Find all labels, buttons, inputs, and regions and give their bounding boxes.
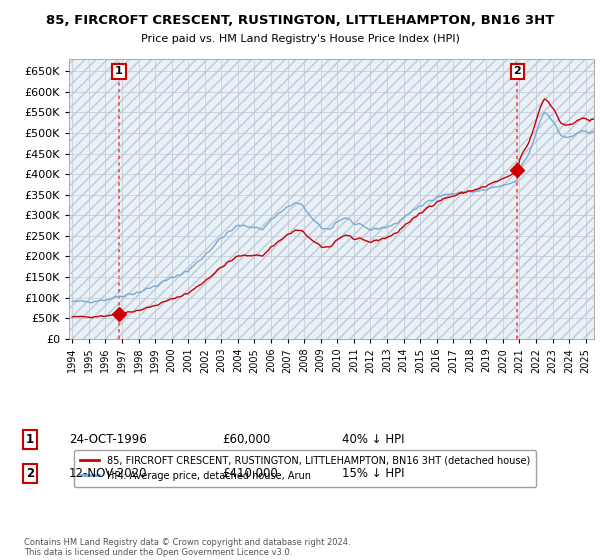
Text: Contains HM Land Registry data © Crown copyright and database right 2024.
This d: Contains HM Land Registry data © Crown c… <box>24 538 350 557</box>
Text: 85, FIRCROFT CRESCENT, RUSTINGTON, LITTLEHAMPTON, BN16 3HT: 85, FIRCROFT CRESCENT, RUSTINGTON, LITTL… <box>46 14 554 27</box>
Text: 40% ↓ HPI: 40% ↓ HPI <box>342 433 404 446</box>
Text: 1: 1 <box>26 433 34 446</box>
Text: 24-OCT-1996: 24-OCT-1996 <box>69 433 147 446</box>
Text: 12-NOV-2020: 12-NOV-2020 <box>69 466 148 480</box>
Text: £410,000: £410,000 <box>222 466 278 480</box>
Text: 2: 2 <box>26 466 34 480</box>
Text: 1: 1 <box>115 67 123 76</box>
Text: 2: 2 <box>514 67 521 76</box>
Text: Price paid vs. HM Land Registry's House Price Index (HPI): Price paid vs. HM Land Registry's House … <box>140 34 460 44</box>
Text: 15% ↓ HPI: 15% ↓ HPI <box>342 466 404 480</box>
Legend: 85, FIRCROFT CRESCENT, RUSTINGTON, LITTLEHAMPTON, BN16 3HT (detached house), HPI: 85, FIRCROFT CRESCENT, RUSTINGTON, LITTL… <box>74 450 536 487</box>
Text: £60,000: £60,000 <box>222 433 270 446</box>
